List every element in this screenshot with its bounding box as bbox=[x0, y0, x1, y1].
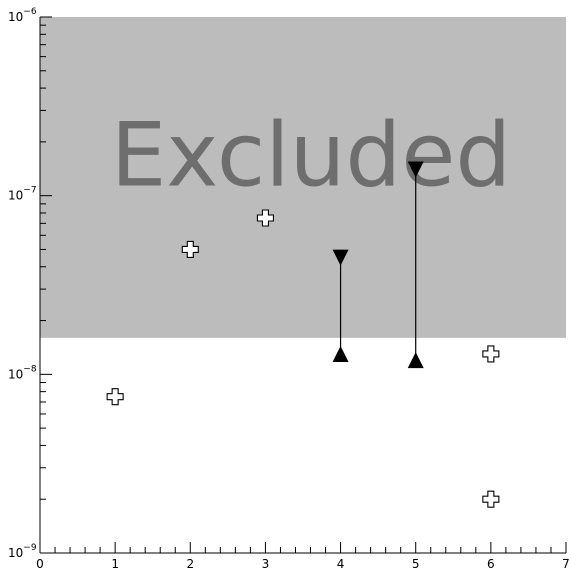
range-upper-marker bbox=[407, 161, 424, 178]
x-tick-label: 4 bbox=[337, 557, 345, 571]
excluded-region: Excluded bbox=[40, 17, 566, 338]
excluded-label: Excluded bbox=[111, 103, 512, 206]
range-bar bbox=[332, 249, 349, 362]
data-point bbox=[106, 388, 124, 406]
x-tick-label: 2 bbox=[186, 557, 194, 571]
y-tick-exponent: −7 bbox=[23, 186, 36, 196]
x-tick-label: 5 bbox=[412, 557, 420, 571]
data-point bbox=[256, 209, 274, 227]
y-tick-exponent: −6 bbox=[23, 7, 37, 17]
x-tick-label: 1 bbox=[111, 557, 119, 571]
data-point bbox=[181, 240, 199, 259]
x-tick-label: 7 bbox=[562, 557, 569, 571]
y-tick-exponent: −9 bbox=[23, 543, 37, 553]
plot-marks bbox=[106, 161, 500, 508]
range-lower-marker bbox=[407, 352, 424, 369]
range-bar bbox=[407, 161, 424, 369]
y-tick-label: 10−9 bbox=[8, 543, 37, 560]
data-point bbox=[482, 345, 500, 363]
x-tick-label: 3 bbox=[262, 557, 270, 571]
range-lower-marker bbox=[332, 345, 349, 362]
data-point bbox=[482, 490, 500, 508]
y-tick-label: 10−8 bbox=[8, 364, 37, 381]
y-tick-exponent: −8 bbox=[23, 364, 37, 374]
x-tick-label: 6 bbox=[487, 557, 495, 571]
y-tick-label: 10−6 bbox=[8, 7, 37, 24]
x-tick-label: 0 bbox=[36, 557, 44, 571]
excluded-band bbox=[40, 17, 566, 338]
range-upper-marker bbox=[332, 249, 349, 266]
y-tick-label: 10−7 bbox=[8, 186, 37, 203]
